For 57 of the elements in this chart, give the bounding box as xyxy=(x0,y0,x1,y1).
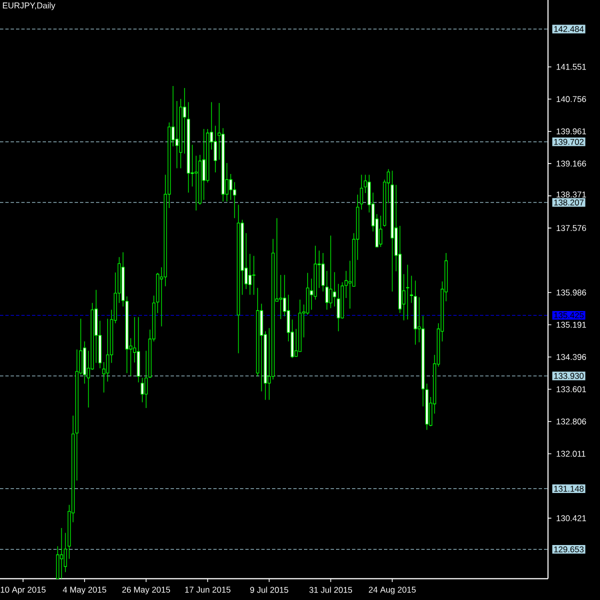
y-tick-label: 137.576 xyxy=(556,225,586,232)
y-tick-label: 141.551 xyxy=(556,64,586,70)
ref-line-label: 133.930 xyxy=(554,372,584,379)
candlestick xyxy=(202,128,206,200)
candlestick xyxy=(333,272,336,307)
y-tick-label: 132.011 xyxy=(556,450,586,457)
x-tick-label: 4 May 2015 xyxy=(62,586,106,594)
candlestick xyxy=(414,280,417,346)
x-tick-label: 31 Jul 2015 xyxy=(309,586,352,593)
y-tick-label: 139.166 xyxy=(556,160,586,167)
y-tick-label: 130.421 xyxy=(556,515,586,522)
y-tick-label: 135.191 xyxy=(556,322,586,328)
y-tick-label: 132.806 xyxy=(556,418,586,424)
candlestick xyxy=(410,275,414,304)
y-tick-label: 138.371 xyxy=(556,192,586,198)
candlestick xyxy=(194,155,198,211)
y-tick-label: 140.756 xyxy=(556,96,586,102)
candlestick xyxy=(398,226,402,314)
candlestick xyxy=(336,284,340,332)
candlestick xyxy=(271,238,275,380)
candlestick xyxy=(252,256,256,296)
candlestick xyxy=(390,170,394,292)
ref-line-label: 135.425 xyxy=(554,312,584,318)
ref-line-label: 138.207 xyxy=(554,199,584,206)
x-tick-label: 10 Apr 2015 xyxy=(0,586,46,594)
candlestick xyxy=(198,154,202,206)
candlestick xyxy=(214,125,217,173)
candlestick xyxy=(236,204,240,354)
candlestick xyxy=(75,349,78,481)
ref-line-label: 129.653 xyxy=(554,546,584,552)
x-tick-label: 24 Aug 2015 xyxy=(368,586,416,594)
candlestick xyxy=(260,303,264,392)
ref-line-label: 142.484 xyxy=(554,26,584,32)
y-tick-label: 135.986 xyxy=(556,290,586,296)
candlestick xyxy=(221,128,225,202)
candlestick xyxy=(248,254,252,296)
ref-line-label: 139.702 xyxy=(554,138,584,145)
candlestick xyxy=(183,88,186,154)
y-tick-label: 133.601 xyxy=(556,386,586,392)
candlestick xyxy=(121,252,125,307)
x-tick-label: 17 Jun 2015 xyxy=(185,586,230,593)
candlestick xyxy=(360,174,364,210)
ref-line-label: 131.148 xyxy=(554,486,584,492)
candlestick xyxy=(321,252,325,292)
candlestick xyxy=(136,316,140,383)
y-tick-label: 139.961 xyxy=(556,128,586,134)
x-tick-label: 26 May 2015 xyxy=(122,586,170,594)
y-tick-label: 134.396 xyxy=(556,354,586,360)
candlestick xyxy=(186,102,190,193)
candlestick xyxy=(175,100,178,169)
candlestick xyxy=(60,528,64,579)
x-tick-label: 9 Jul 2015 xyxy=(250,586,288,593)
candlestick xyxy=(144,350,148,408)
chart-title: EURJPY,Daily xyxy=(2,2,56,10)
candlestick xyxy=(279,274,282,320)
candlestick xyxy=(421,316,425,407)
candlestick xyxy=(406,264,410,320)
